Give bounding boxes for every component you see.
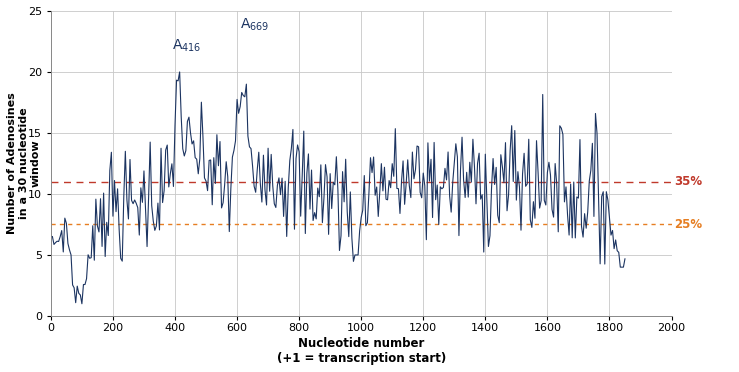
Y-axis label: Number of Adenosines
in a 30 nucleotide
window: Number of Adenosines in a 30 nucleotide … — [7, 93, 40, 234]
Text: $\mathrm{A}_{416}$: $\mathrm{A}_{416}$ — [172, 37, 202, 54]
Text: $\mathrm{A}_{669}$: $\mathrm{A}_{669}$ — [240, 16, 270, 33]
Text: 25%: 25% — [675, 218, 703, 231]
X-axis label: Nucleotide number
(+1 = transcription start): Nucleotide number (+1 = transcription st… — [276, 337, 446, 365]
Text: 35%: 35% — [675, 175, 703, 188]
